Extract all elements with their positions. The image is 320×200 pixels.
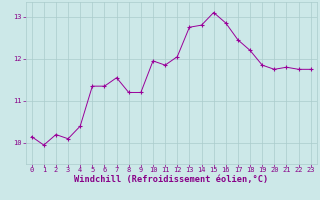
X-axis label: Windchill (Refroidissement éolien,°C): Windchill (Refroidissement éolien,°C) <box>74 175 268 184</box>
